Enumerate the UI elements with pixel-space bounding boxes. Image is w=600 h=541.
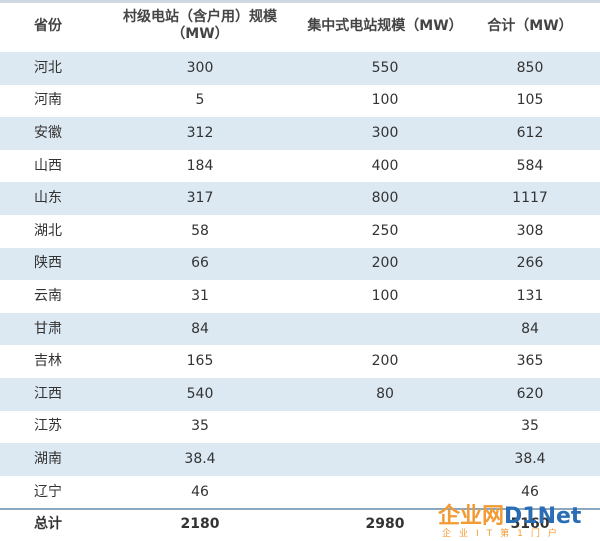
cell-total: 266 bbox=[516, 255, 544, 272]
table-row: 江西 540 80 620 bbox=[0, 378, 600, 411]
cell-total: 46 bbox=[521, 483, 539, 500]
cell-province: 河南 bbox=[34, 92, 62, 109]
cell-village: 184 bbox=[186, 157, 214, 174]
total-province: 总计 bbox=[34, 515, 62, 532]
cell-province: 江苏 bbox=[34, 418, 62, 435]
table-row: 甘肃 84 84 bbox=[0, 312, 600, 346]
watermark-tagline: 企业IT第1门户 bbox=[442, 529, 565, 539]
cell-total: 612 bbox=[516, 124, 544, 141]
cell-province: 安徽 bbox=[34, 124, 62, 141]
cell-province: 江西 bbox=[34, 385, 62, 402]
cell-centralized: 400 bbox=[371, 157, 399, 174]
table-row: 江苏 35 35 bbox=[0, 411, 600, 444]
cell-village: 66 bbox=[191, 255, 209, 272]
cell-total: 584 bbox=[516, 157, 544, 174]
cell-centralized: 100 bbox=[371, 287, 399, 304]
table-row: 安徽 312 300 612 bbox=[0, 117, 600, 150]
header-centralized: 集中式电站规模（MW） bbox=[307, 17, 463, 34]
cell-province: 吉林 bbox=[34, 353, 62, 370]
cell-village: 31 bbox=[191, 287, 209, 304]
cell-centralized: 250 bbox=[371, 222, 399, 239]
cell-village: 46 bbox=[191, 483, 209, 500]
watermark-brand: 企业网D1Net bbox=[438, 504, 582, 529]
cell-total: 35 bbox=[521, 418, 539, 435]
table-row: 辽宁 46 46 bbox=[0, 476, 600, 509]
header-village: 村级电站（含户用）规模（MW） bbox=[123, 9, 277, 42]
cell-village: 38.4 bbox=[184, 450, 216, 467]
cell-province: 河北 bbox=[34, 59, 62, 76]
cell-total: 308 bbox=[516, 222, 544, 239]
watermark-logo: 企业网D1Net 企业IT第1门户 bbox=[438, 498, 598, 540]
cell-village: 5 bbox=[195, 92, 205, 109]
table-header: 省份 村级电站（含户用）规模（MW） 集中式电站规模（MW） 合计（MW） bbox=[0, 0, 600, 52]
cell-total: 850 bbox=[516, 59, 544, 76]
cell-centralized: 200 bbox=[371, 353, 399, 370]
cell-total: 131 bbox=[516, 287, 544, 304]
table-row: 吉林 165 200 365 bbox=[0, 345, 600, 378]
cell-village: 540 bbox=[186, 385, 214, 402]
table-row: 湖南 38.4 38.4 bbox=[0, 443, 600, 476]
total-divider bbox=[0, 508, 600, 510]
cell-province: 陕西 bbox=[34, 255, 62, 272]
total-total: 5160 bbox=[510, 515, 550, 532]
cell-village: 35 bbox=[191, 418, 209, 435]
cell-province: 甘肃 bbox=[34, 320, 62, 337]
table-row: 陕西 66 200 266 bbox=[0, 247, 600, 281]
cell-total: 620 bbox=[516, 385, 544, 402]
cell-village: 312 bbox=[186, 124, 214, 141]
cell-total: 105 bbox=[516, 92, 544, 109]
cell-centralized: 200 bbox=[371, 255, 399, 272]
cell-total: 365 bbox=[516, 353, 544, 370]
total-centralized: 2980 bbox=[365, 515, 405, 532]
cell-village: 317 bbox=[186, 190, 214, 207]
cell-village: 84 bbox=[191, 320, 209, 337]
top-border bbox=[0, 0, 600, 3]
cell-province: 山西 bbox=[34, 157, 62, 174]
cell-province: 云南 bbox=[34, 287, 62, 304]
table-row: 河南 5 100 105 bbox=[0, 85, 600, 118]
cell-province: 湖北 bbox=[34, 222, 62, 239]
table-row: 河北 300 550 850 bbox=[0, 52, 600, 85]
cell-village: 165 bbox=[186, 353, 214, 370]
total-row: 总计 2180 2980 5160 bbox=[0, 510, 600, 538]
cell-total: 84 bbox=[521, 320, 539, 337]
table-row: 山东 317 800 1117 bbox=[0, 182, 600, 215]
table-row: 湖北 58 250 308 bbox=[0, 215, 600, 248]
table-row: 云南 31 100 131 bbox=[0, 280, 600, 313]
header-total: 合计（MW） bbox=[487, 17, 573, 34]
cell-total: 38.4 bbox=[514, 450, 546, 467]
total-village: 2180 bbox=[180, 515, 220, 532]
cell-province: 湖南 bbox=[34, 450, 62, 467]
cell-village: 300 bbox=[186, 59, 214, 76]
cell-total: 1117 bbox=[512, 190, 548, 207]
cell-centralized: 80 bbox=[376, 385, 394, 402]
cell-centralized: 800 bbox=[371, 190, 399, 207]
cell-centralized: 300 bbox=[371, 124, 399, 141]
cell-province: 山东 bbox=[34, 190, 62, 207]
header-province: 省份 bbox=[34, 17, 62, 34]
cell-centralized: 550 bbox=[371, 59, 399, 76]
table-row: 山西 184 400 584 bbox=[0, 150, 600, 183]
cell-province: 辽宁 bbox=[34, 483, 62, 500]
cell-centralized: 100 bbox=[371, 92, 399, 109]
cell-village: 58 bbox=[191, 222, 209, 239]
